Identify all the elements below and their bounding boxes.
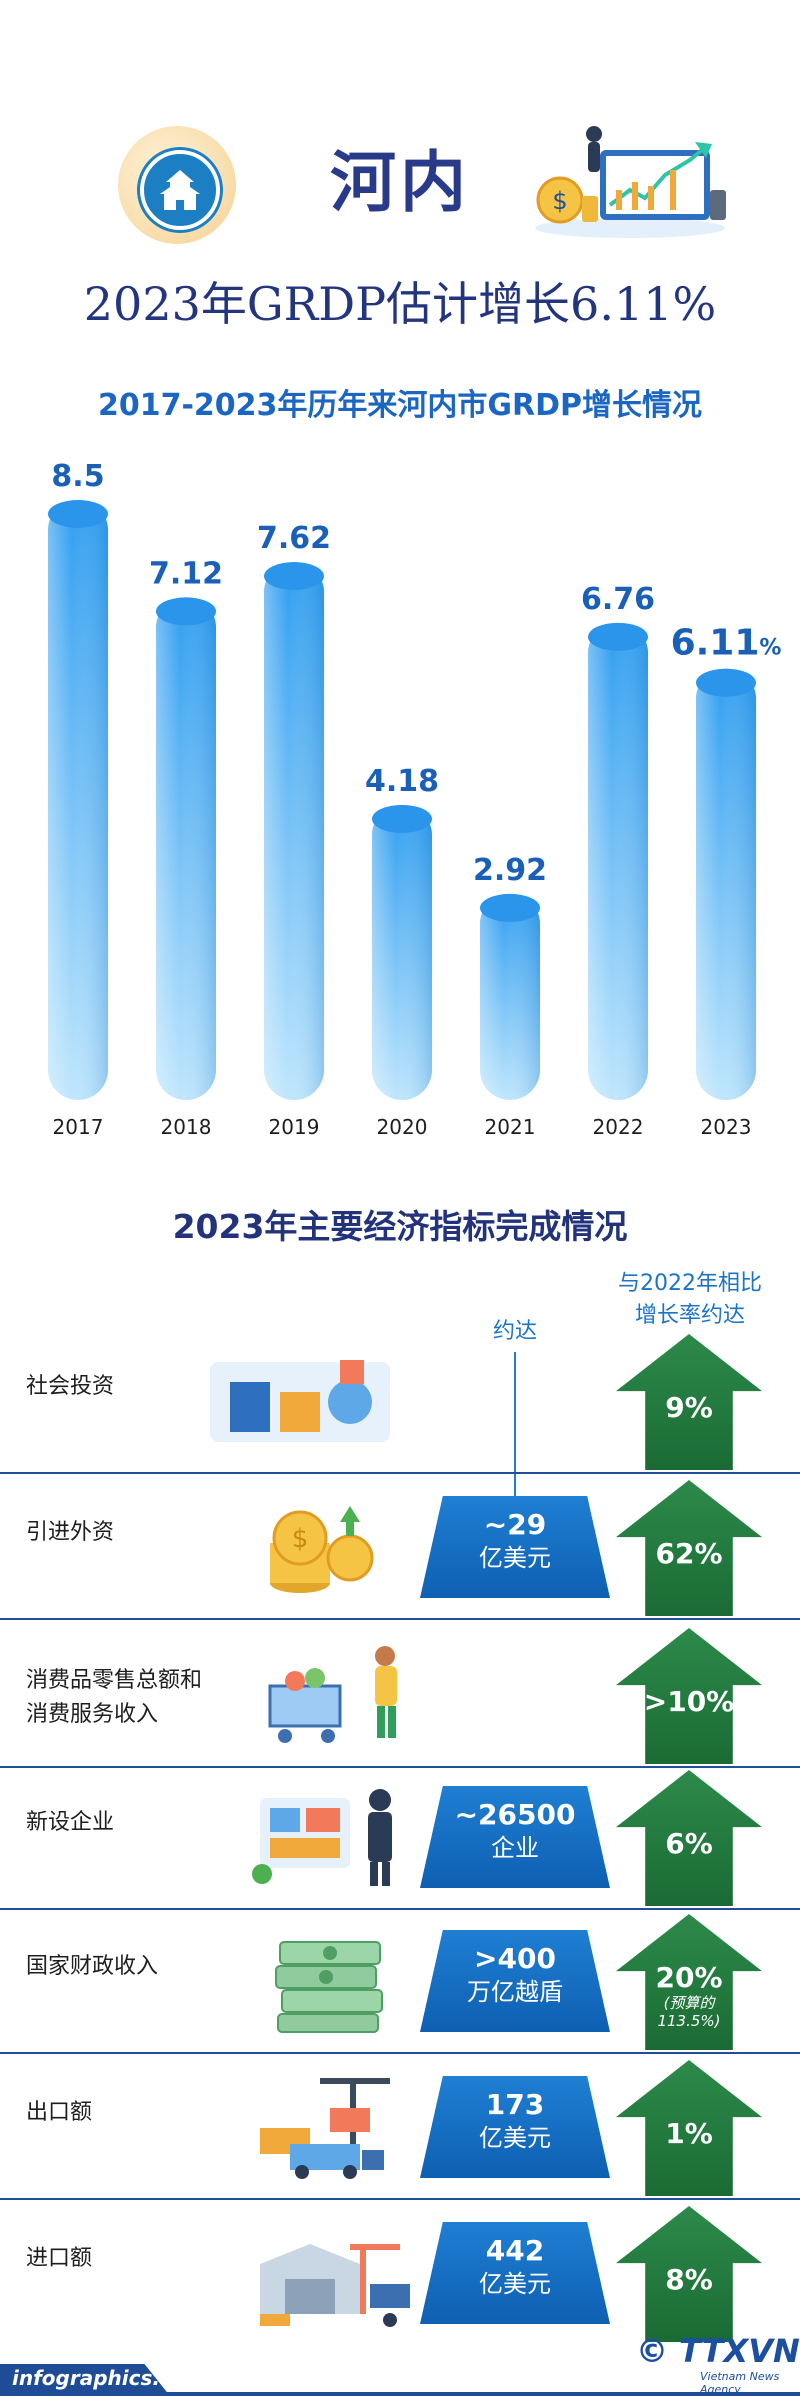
bar-shade-2017	[48, 500, 108, 1100]
headline: 2023年GRDP估计增长6.11%	[83, 277, 717, 331]
import-illustration-icon	[240, 2214, 420, 2338]
coins-illustration-icon: $	[240, 1488, 420, 1612]
bar-cap-2022	[588, 622, 648, 651]
indicator-unit: 亿美元	[479, 1544, 551, 1572]
indicator-unit: 亿美元	[479, 2124, 551, 2152]
brand-logo: © TTXVN	[636, 2332, 800, 2370]
value-pointer-line	[514, 1352, 516, 1512]
indicator-label: 社会投资	[26, 1374, 115, 1399]
growth-rate: 20%	[655, 1961, 723, 1994]
indicator-value: >400	[474, 1942, 556, 1975]
bar-value-label: 7.12	[149, 556, 223, 591]
bar-value-label: 8.5	[51, 459, 104, 494]
indicator-value-badge: ~29 亿美元	[420, 1496, 610, 1598]
x-tick-label: 2020	[377, 1115, 428, 1139]
x-tick-label: 2017	[53, 1115, 104, 1139]
indicator-label: 国家财政收入	[26, 1954, 159, 1979]
growth-arrow-icon: >10%	[616, 1628, 762, 1764]
bar-cap-2018	[156, 597, 216, 626]
bar-value-label: 7.62	[257, 521, 331, 556]
indicators-title: 2023年主要经济指标完成情况	[172, 1207, 628, 1246]
growth-arrow-icon: 6%	[616, 1770, 762, 1906]
row-divider	[0, 1908, 800, 1910]
brand-sub: Vietnam News Agency	[700, 2370, 780, 2396]
footer-bar	[0, 2364, 170, 2396]
indicator-label: 引进外资	[26, 1520, 115, 1545]
row-divider	[0, 1472, 800, 1474]
row-divider	[0, 2052, 800, 2054]
indicator-value-badge: ~26500 企业	[420, 1786, 610, 1888]
bar-shade-2018	[156, 597, 216, 1100]
investment-illustration-icon	[200, 1342, 420, 1466]
indicator-unit: 企业	[491, 1834, 539, 1862]
indicator-unit: 万亿越盾	[467, 1978, 563, 2006]
bar-value-label: 6.11%	[671, 623, 782, 664]
city-title: 河内	[330, 144, 470, 221]
x-tick-label: 2022	[593, 1115, 644, 1139]
x-tick-label: 2023	[701, 1115, 752, 1139]
growth-chart-illustration-icon: $	[530, 120, 730, 240]
bar-shade-2019	[264, 562, 324, 1100]
indicator-label: 新设企业	[26, 1810, 115, 1835]
bar-cap-2023	[696, 668, 756, 697]
chart-title: 2017-2023年历年来河内市GRDP增长情况	[97, 388, 703, 423]
growth-note: (预算的 113.5%)	[657, 1994, 721, 2030]
bar-shade-2022	[588, 622, 648, 1100]
footer-site: infographics.vn	[12, 2366, 188, 2390]
row-divider	[0, 1766, 800, 1768]
bar-cap-2021	[480, 893, 540, 922]
indicator-value: ~29	[483, 1508, 547, 1541]
indicator-value-badge: >400 万亿越盾	[420, 1930, 610, 2032]
hanoi-logo-icon	[140, 150, 220, 230]
growth-rate: 8%	[665, 2263, 713, 2296]
indicator-unit: 亿美元	[479, 2270, 551, 2298]
indicator-value: 442	[485, 2234, 545, 2267]
bar-value-label: 4.18	[365, 764, 439, 799]
export-illustration-icon	[240, 2068, 420, 2192]
indicator-value-badge: 442 亿美元	[420, 2222, 610, 2324]
shopping-illustration-icon	[240, 1636, 420, 1760]
value-column-header: 约达	[492, 1319, 537, 1344]
growth-rate: 9%	[665, 1391, 713, 1424]
bar-cap-2019	[264, 562, 324, 591]
grdp-bar-chart: 8.5 2017 7.12 2018 7.62 2019 4.18 2020 2.92 2021 6…	[48, 459, 782, 1139]
growth-rate: 6%	[665, 1827, 713, 1860]
bar-value-label: 6.76	[581, 582, 655, 617]
row-divider	[0, 1618, 800, 1620]
indicator-value: 173	[485, 2088, 545, 2121]
indicator-value: ~26500	[454, 1798, 576, 1831]
money-illustration-icon	[240, 1922, 420, 2046]
growth-arrow-icon: 9%	[616, 1334, 762, 1470]
growth-arrow-icon: 20% (预算的 113.5%)	[616, 1914, 762, 2050]
bar-shade-2021	[480, 893, 540, 1100]
growth-rate: >10%	[643, 1685, 735, 1718]
growth-arrow-icon: 1%	[616, 2060, 762, 2196]
indicator-label: 消费品零售总额和 消费服务收入	[26, 1668, 203, 1727]
indicator-label: 出口额	[26, 2100, 93, 2125]
growth-rate: 1%	[665, 2117, 713, 2150]
svg-text:$: $	[552, 187, 567, 215]
footer-line	[0, 2392, 800, 2396]
growth-arrow-icon: 62%	[616, 1480, 762, 1616]
x-tick-label: 2021	[485, 1115, 536, 1139]
x-tick-label: 2019	[269, 1115, 320, 1139]
bar-value-label: 2.92	[473, 853, 547, 888]
bar-cap-2017	[48, 500, 108, 528]
growth-column-header: 与2022年相比 增长率约达	[618, 1271, 762, 1328]
business-illustration-icon	[240, 1778, 420, 1902]
growth-arrow-icon: 8%	[616, 2206, 762, 2342]
x-tick-label: 2018	[161, 1115, 212, 1139]
growth-rate: 62%	[655, 1537, 723, 1570]
bar-cap-2020	[372, 804, 432, 833]
indicator-label: 进口额	[26, 2246, 93, 2271]
bar-shade-2023	[696, 668, 756, 1100]
indicator-value-badge: 173 亿美元	[420, 2076, 610, 2178]
svg-text:$: $	[292, 1524, 309, 1554]
bar-shade-2020	[372, 804, 432, 1100]
row-divider	[0, 2198, 800, 2200]
